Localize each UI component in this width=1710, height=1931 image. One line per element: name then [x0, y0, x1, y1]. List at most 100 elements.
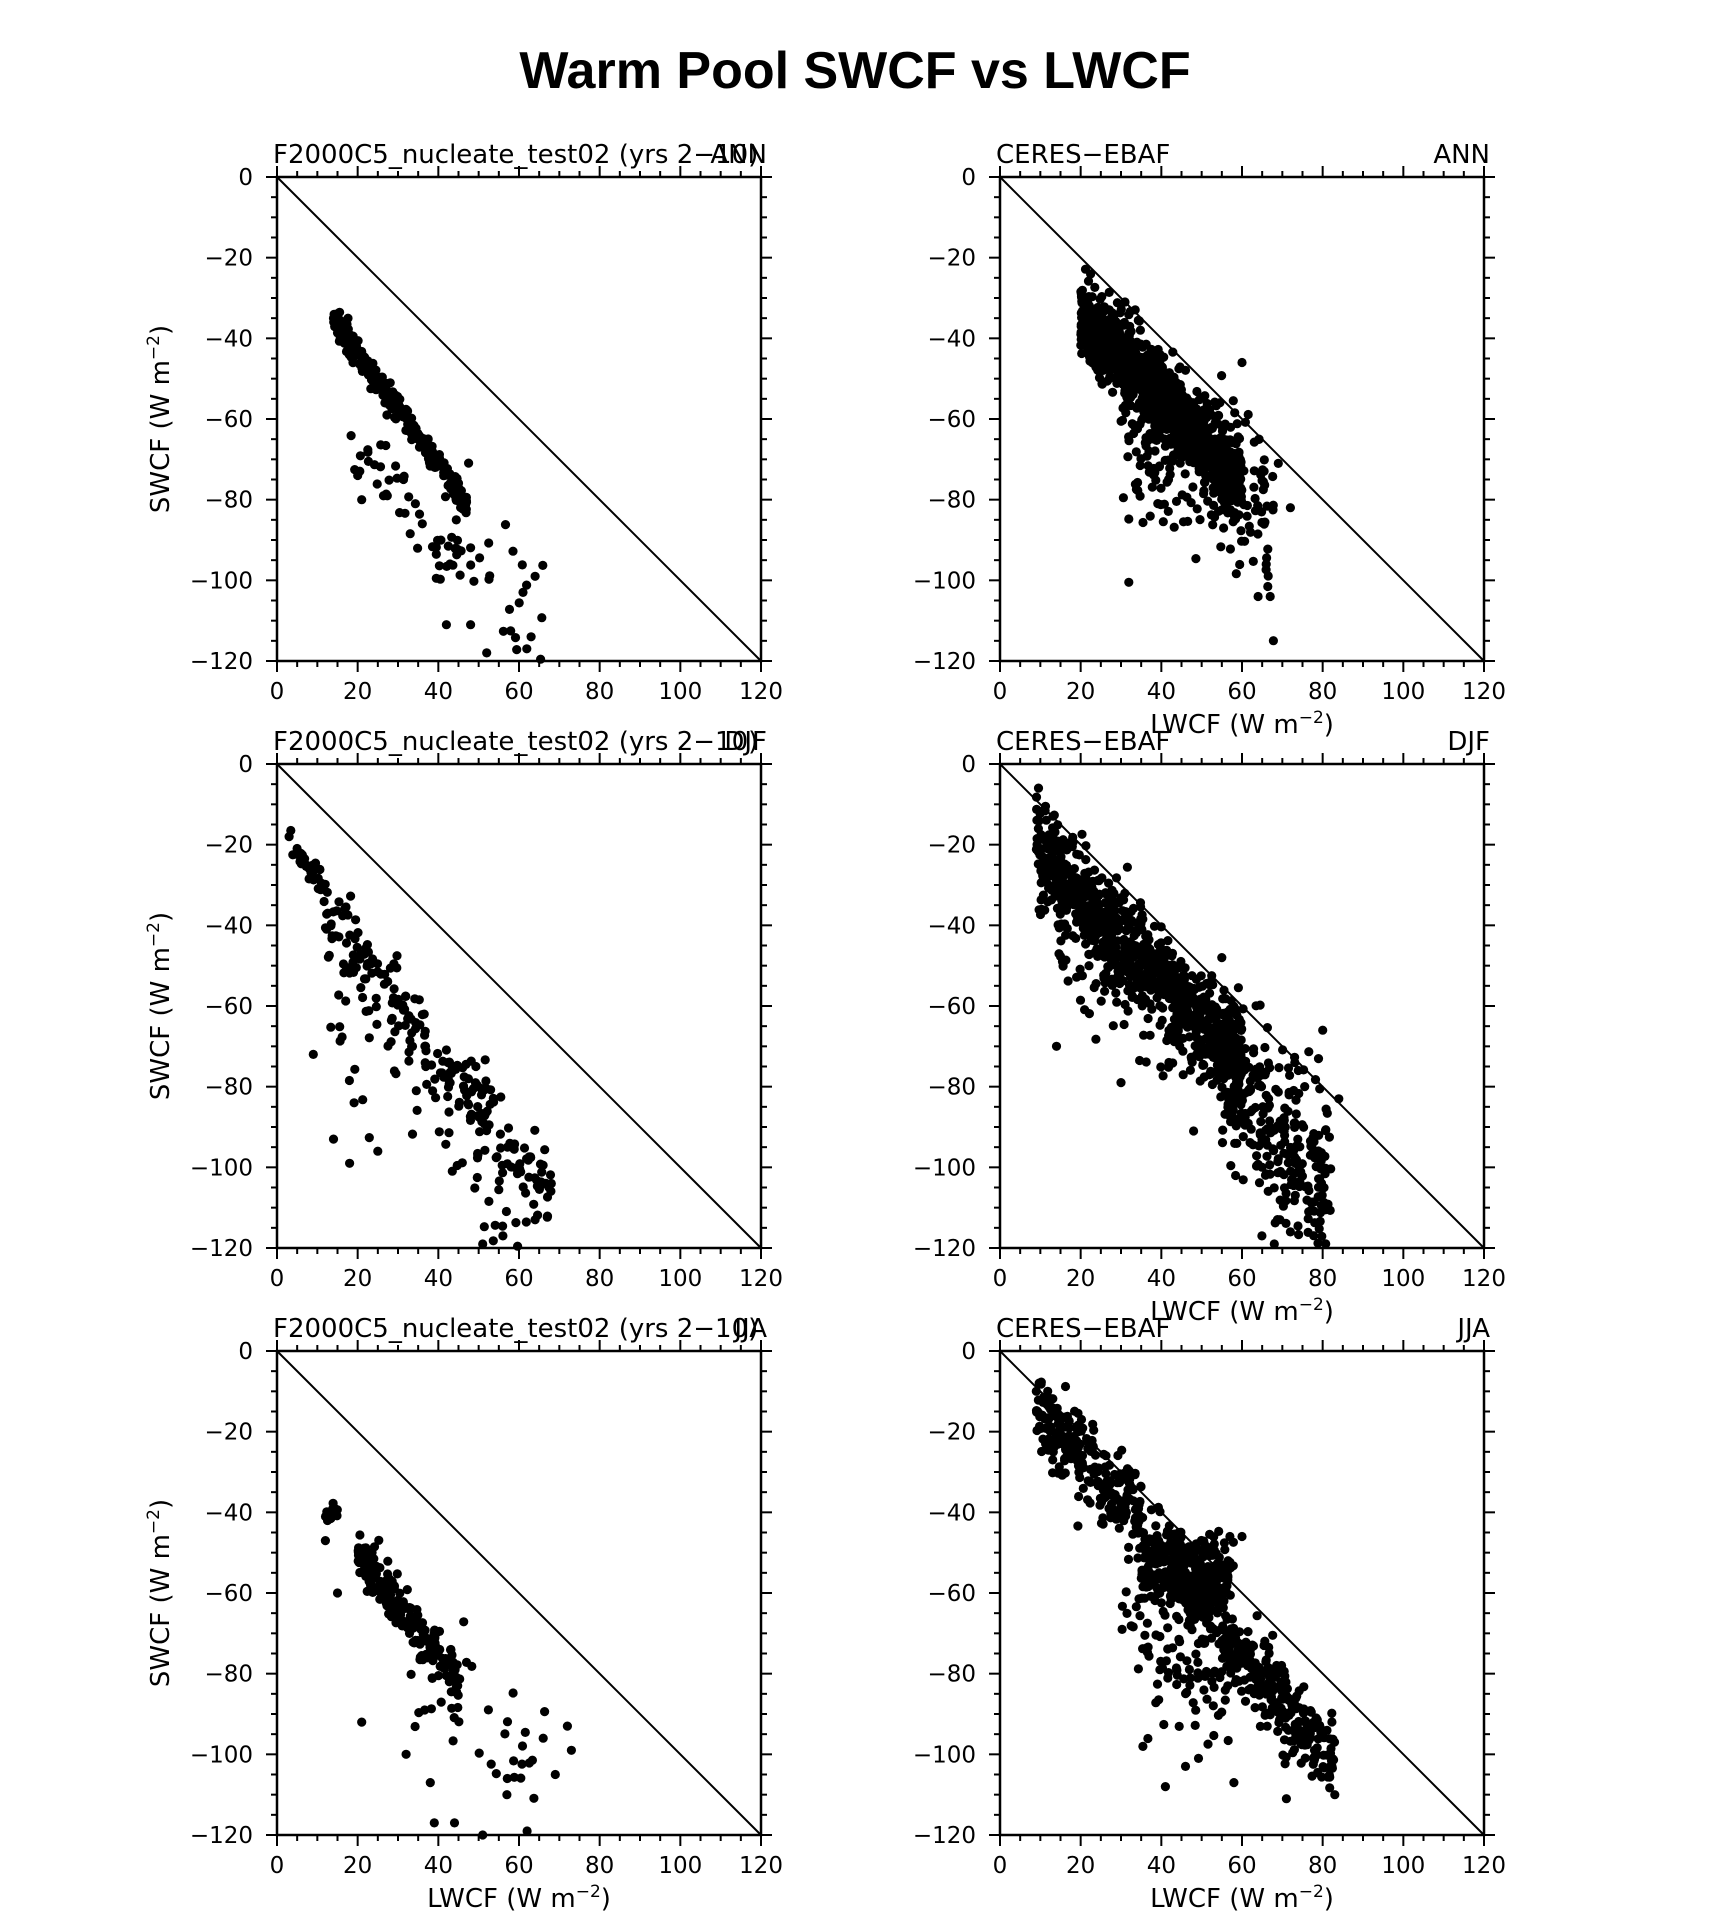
data-point: [1283, 1106, 1293, 1116]
data-point: [1320, 1163, 1330, 1173]
data-point: [1116, 416, 1126, 426]
x-tick-label: 120: [739, 679, 783, 705]
data-point: [1074, 850, 1084, 860]
data-point: [1210, 1029, 1220, 1039]
panel-left-label: F2000C5_nucleate_test02 (yrs 2−10): [273, 727, 758, 757]
data-point: [1246, 1107, 1256, 1117]
data-point: [1156, 483, 1166, 493]
data-point: [1220, 492, 1230, 502]
data-point: [542, 1212, 552, 1222]
data-point: [1116, 1078, 1126, 1088]
data-point: [537, 613, 547, 623]
data-point: [1103, 923, 1113, 933]
data-point: [1217, 1138, 1228, 1148]
data-point: [420, 1625, 430, 1635]
data-point: [1078, 1483, 1088, 1493]
data-point: [1130, 305, 1140, 315]
data-point: [1076, 327, 1086, 337]
data-point: [1095, 294, 1105, 304]
data-point: [1145, 361, 1155, 371]
data-point: [546, 1178, 556, 1189]
data-point: [1133, 995, 1143, 1005]
x-axis-label-exponent: −2: [1299, 1882, 1324, 1902]
data-point: [1260, 517, 1270, 527]
data-point: [472, 1172, 482, 1183]
data-point: [382, 410, 392, 420]
data-point: [1119, 895, 1129, 905]
data-point: [1089, 865, 1100, 875]
data-point: [1075, 995, 1086, 1005]
data-point: [1212, 1048, 1222, 1058]
data-point: [1152, 435, 1162, 445]
data-point: [1108, 1021, 1118, 1031]
y-tick-label: −40: [204, 913, 253, 939]
data-point: [494, 1176, 504, 1186]
data-point: [319, 896, 329, 907]
data-point: [1195, 1076, 1205, 1086]
data-point: [363, 456, 373, 466]
data-point: [1146, 1553, 1156, 1563]
data-point: [1138, 517, 1148, 528]
x-axis-label: LWCF (W m−2): [427, 1882, 611, 1914]
data-point: [421, 1061, 431, 1072]
data-point: [1285, 1070, 1295, 1080]
data-point: [1187, 989, 1197, 1000]
data-point: [1262, 1140, 1272, 1150]
y-axis-label-text: SWCF (W m: [146, 360, 176, 513]
data-point: [1209, 500, 1219, 510]
data-point: [1240, 1696, 1251, 1706]
data-point: [1210, 418, 1220, 428]
panel-right-label: JJA: [1455, 1314, 1490, 1344]
data-point: [391, 461, 401, 471]
data-point: [1064, 1423, 1074, 1433]
panel-left-label: F2000C5_nucleate_test02 (yrs 2−10): [273, 140, 758, 170]
data-point: [517, 1759, 527, 1769]
y-tick-label: −20: [927, 1420, 976, 1446]
data-point: [448, 1736, 458, 1746]
data-point: [1120, 297, 1130, 307]
data-point: [1219, 1018, 1229, 1029]
data-point: [1250, 1703, 1260, 1713]
data-point: [1171, 1033, 1181, 1043]
data-point: [1088, 1419, 1098, 1429]
y-tick-label: −20: [927, 833, 976, 859]
panel-left-label: CERES−EBAF: [996, 140, 1170, 170]
data-point: [480, 1119, 490, 1129]
y-tick-label: 0: [961, 1339, 976, 1365]
data-point: [368, 1587, 378, 1597]
data-point: [326, 1022, 336, 1032]
reference-line: [276, 176, 762, 662]
data-point: [339, 336, 349, 346]
data-point: [385, 378, 395, 388]
data-point: [1128, 903, 1139, 914]
data-point: [1177, 414, 1187, 424]
data-point: [438, 1056, 448, 1066]
data-point: [332, 317, 343, 327]
data-point: [1221, 1611, 1231, 1621]
data-point: [1262, 1023, 1272, 1033]
data-point: [1056, 919, 1066, 929]
data-point: [1234, 1066, 1244, 1076]
data-point: [427, 542, 438, 552]
y-tick-label: −60: [204, 407, 253, 433]
data-point: [1054, 949, 1064, 959]
data-point: [357, 495, 367, 505]
data-point: [447, 532, 457, 542]
data-point: [424, 458, 435, 468]
data-point: [361, 1006, 371, 1017]
data-point: [362, 940, 372, 950]
data-point: [328, 907, 338, 917]
data-point: [1080, 1005, 1090, 1015]
data-point: [509, 1139, 520, 1149]
data-point: [1124, 514, 1134, 524]
data-point: [1124, 1542, 1134, 1552]
data-point: [498, 1168, 508, 1178]
data-point: [1160, 441, 1170, 451]
panel-right-label: DJF: [724, 727, 767, 757]
data-point: [1209, 474, 1219, 485]
y-tick-label: −100: [913, 1155, 976, 1181]
data-point: [1215, 455, 1225, 465]
data-point: [378, 1588, 389, 1598]
data-point: [380, 398, 390, 408]
data-point: [1316, 1200, 1326, 1210]
